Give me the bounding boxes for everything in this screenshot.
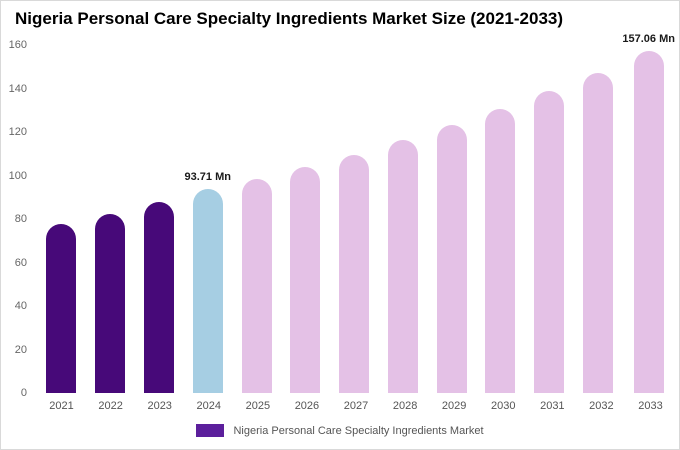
x-axis-label: 2028 bbox=[392, 400, 418, 412]
plot: 0 20 40 60 80 100 120 140 160 93.71 Mn 157.06 Mn bbox=[9, 33, 675, 399]
y-axis-tick: 40 bbox=[14, 300, 27, 312]
x-axis-label: 2025 bbox=[245, 400, 271, 412]
x-axis-label: 2024 bbox=[196, 400, 222, 412]
bar-2032 bbox=[582, 73, 613, 393]
bar-column bbox=[476, 45, 525, 393]
bar-column bbox=[232, 45, 281, 393]
y-axis-tick: 160 bbox=[8, 39, 27, 51]
y-axis-tick: 0 bbox=[20, 387, 27, 399]
x-axis-label: 2022 bbox=[98, 400, 123, 412]
bar-value-label: 93.71 Mn bbox=[184, 171, 231, 184]
x-axis: 2021 2022 2023 2024 2025 2026 2027 2028 2029 2030… bbox=[37, 400, 675, 412]
bar-column bbox=[330, 45, 379, 393]
x-axis-label: 2033 bbox=[638, 400, 663, 412]
x-axis-label: 2032 bbox=[589, 400, 614, 412]
bar-2028 bbox=[387, 140, 418, 393]
y-axis-tick: 80 bbox=[14, 213, 27, 225]
bar-2025 bbox=[241, 179, 272, 393]
y-axis: 0 20 40 60 80 100 120 140 160 bbox=[1, 39, 31, 399]
bar-column: 157.06 Mn bbox=[622, 33, 675, 393]
bar-2033 bbox=[633, 51, 664, 393]
x-axis-label: 2030 bbox=[491, 400, 516, 412]
y-axis-tick: 120 bbox=[8, 126, 27, 138]
bar-2026 bbox=[290, 167, 321, 393]
bar-column bbox=[37, 45, 86, 393]
bar-2024 bbox=[192, 189, 223, 393]
bar-value-label: 157.06 Mn bbox=[622, 33, 675, 46]
bar-2023 bbox=[143, 202, 174, 393]
bar-column bbox=[525, 45, 574, 393]
x-axis-label: 2021 bbox=[49, 400, 74, 412]
bar-2021 bbox=[46, 224, 77, 393]
y-axis-tick: 20 bbox=[14, 343, 27, 356]
y-axis-tick: 60 bbox=[14, 256, 27, 269]
bar-2029 bbox=[436, 124, 467, 393]
bar-2031 bbox=[534, 91, 565, 393]
x-axis-label: 2029 bbox=[441, 400, 467, 412]
y-axis-tick: 100 bbox=[8, 169, 27, 182]
bar-2030 bbox=[485, 108, 516, 393]
bar-2022 bbox=[95, 214, 126, 393]
bar-column bbox=[281, 45, 330, 393]
bar-column bbox=[135, 45, 184, 393]
plot-area: 93.71 Mn 157.06 Mn bbox=[37, 33, 675, 393]
bar-column bbox=[574, 45, 623, 393]
legend-label: Nigeria Personal Care Specialty Ingredie… bbox=[233, 424, 484, 437]
x-axis-label: 2031 bbox=[540, 400, 565, 412]
bar-column bbox=[86, 45, 135, 393]
x-axis-label: 2023 bbox=[147, 400, 172, 412]
x-axis-label: 2026 bbox=[294, 400, 320, 412]
x-axis-label: 2027 bbox=[343, 400, 369, 412]
bar-column bbox=[378, 45, 427, 393]
chart-title: Nigeria Personal Care Specialty Ingredie… bbox=[15, 9, 564, 28]
legend-swatch bbox=[196, 424, 225, 437]
bar-column: 93.71 Mn bbox=[183, 45, 232, 393]
y-axis-tick: 140 bbox=[8, 82, 27, 95]
bar-column bbox=[427, 45, 476, 393]
bar-2027 bbox=[339, 154, 370, 393]
legend: Nigeria Personal Care Specialty Ingredie… bbox=[1, 424, 679, 437]
